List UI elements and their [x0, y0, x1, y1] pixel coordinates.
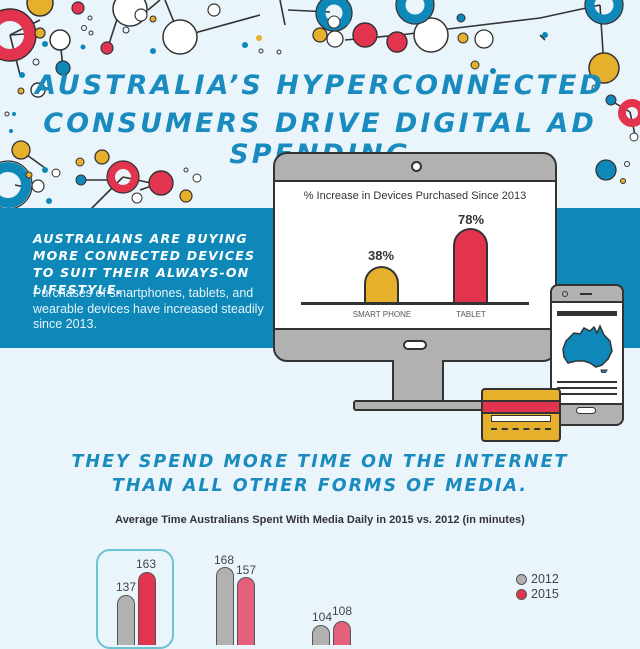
chart1-title: % Increase in Devices Purchased Since 20… — [303, 190, 527, 202]
legend-label: 2015 — [531, 587, 559, 601]
band-body-text: Purchases of smartphones, tablets, and w… — [33, 286, 264, 331]
bar-value: 168 — [213, 553, 235, 567]
chart1-axis — [301, 302, 529, 305]
bar-value: 157 — [235, 563, 257, 577]
page-title-line1: AUSTRALIA’S HYPERCONNECTED — [35, 70, 605, 101]
bar-2015 — [237, 577, 255, 645]
bar-value-smartphone: 38% — [367, 248, 395, 263]
legend-label: 2012 — [531, 572, 559, 586]
legend-item-2015: 2015 — [516, 587, 559, 601]
monitor-stand — [392, 360, 444, 402]
bar-2015 — [333, 621, 351, 645]
bar-2012 — [117, 595, 135, 645]
phone-home-button-icon — [576, 407, 596, 414]
phone-screen — [552, 301, 622, 405]
australia-map-icon — [562, 324, 613, 373]
phone-speaker-icon — [580, 293, 592, 295]
band-headline: AUSTRALIANS ARE BUYING MORE CONNECTED DE… — [33, 231, 256, 297]
phone-camera-icon — [562, 291, 568, 297]
monitor-illustration: % Increase in Devices Purchased Since 20… — [273, 152, 557, 362]
legend-dot-icon — [516, 573, 527, 585]
bar-2012 — [312, 625, 330, 645]
chart2-title: Average Time Australians Spent With Medi… — [115, 514, 525, 526]
bar-value: 104 — [311, 610, 333, 624]
monitor-button-icon — [403, 340, 427, 350]
category-tablet: TABLET — [456, 310, 486, 319]
category-smartphone: SMART PHONE — [352, 310, 412, 319]
bar-smartphone — [364, 266, 399, 302]
bar-value: 108 — [331, 604, 353, 618]
section2-headline-line2: THAN ALL OTHER FORMS OF MEDIA. — [111, 476, 529, 496]
bar-2015 — [138, 572, 156, 645]
bar-value: 137 — [115, 580, 137, 594]
monitor-screen: % Increase in Devices Purchased Since 20… — [275, 180, 555, 330]
section2-headline-line1: THEY SPEND MORE TIME ON THE INTERNET — [71, 452, 569, 472]
bar-tablet — [453, 228, 488, 302]
legend-dot-icon — [516, 588, 527, 600]
legend-item-2012: 2012 — [516, 572, 559, 586]
bar-2012 — [216, 567, 234, 645]
bar-value: 163 — [135, 557, 157, 571]
phone-illustration — [550, 284, 624, 426]
bar-value-tablet: 78% — [457, 212, 485, 227]
camera-icon — [411, 161, 422, 172]
credit-card-illustration — [481, 388, 561, 442]
